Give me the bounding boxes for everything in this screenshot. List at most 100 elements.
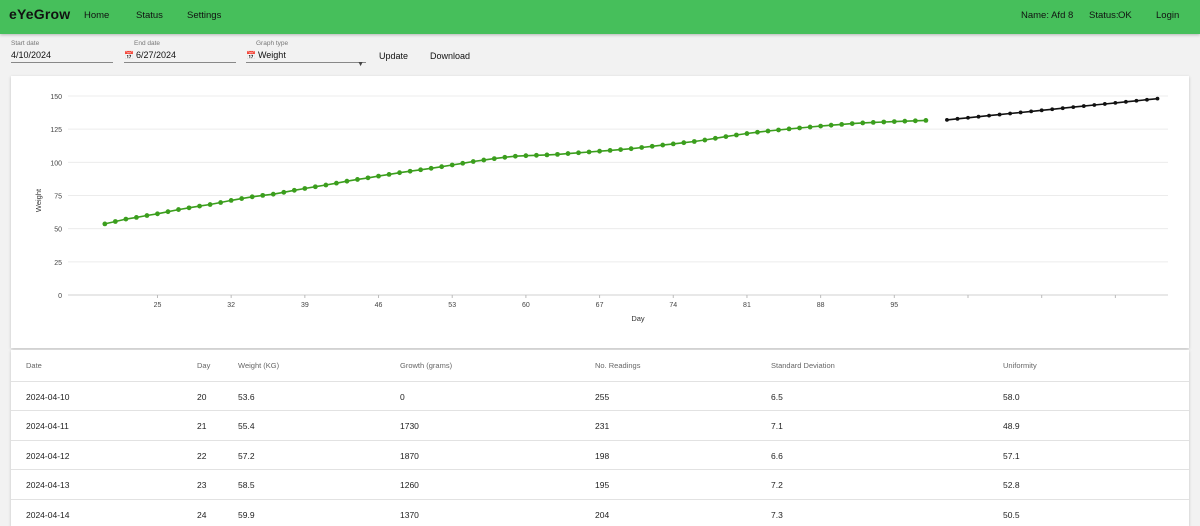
actual-weight-point xyxy=(312,184,318,190)
actual-weight-point xyxy=(502,154,508,160)
actual-weight-point xyxy=(334,180,339,186)
table-cell: 1730 xyxy=(400,421,419,432)
table-row[interactable]: 2024-04-11 21 55.4 1730 231 7.1 48.9 xyxy=(11,410,1189,441)
actual-weight-point xyxy=(681,140,687,146)
graph-type-value[interactable]: Weight xyxy=(257,50,286,60)
table-header-row: Date Day Weight (KG) Growth (grams) No. Read… xyxy=(11,350,1189,382)
farm-name-label: Name: Afd 8 xyxy=(1021,10,1074,21)
table-row[interactable]: 2024-04-10 20 53.6 0 255 6.5 58.0 xyxy=(11,381,1189,412)
actual-weight-point xyxy=(428,165,434,171)
forecast-weight-point xyxy=(976,114,981,119)
forecast-weight-point xyxy=(966,115,970,120)
actual-weight-point xyxy=(270,191,276,197)
readings-table: Date Day Weight (KG) Growth (grams) No. Read… xyxy=(11,350,1189,526)
end-date-value[interactable]: 6/27/2024 xyxy=(135,50,177,60)
actual-weight-point xyxy=(470,159,476,164)
table-row[interactable]: 2024-04-14 24 59.9 1370 204 7.3 50.5 xyxy=(11,499,1189,526)
login-button[interactable]: Login xyxy=(1156,10,1180,21)
x-tick-label: 25 xyxy=(154,302,162,309)
actual-weight-point xyxy=(849,121,855,126)
x-tick-label: 53 xyxy=(448,302,456,309)
start-date-value[interactable]: 4/10/2024 xyxy=(11,50,52,60)
actual-weight-point xyxy=(218,200,224,205)
actual-weight-point xyxy=(207,202,213,207)
actual-weight-point xyxy=(597,148,602,154)
table-cell: 53.6 xyxy=(238,392,255,402)
actual-weight-point xyxy=(618,147,624,152)
actual-weight-point xyxy=(249,194,255,200)
table-cell: 58.0 xyxy=(1003,392,1020,402)
filter-controls: Start date 4/10/2024 End date 📅 6/27/2024… xyxy=(0,34,1200,74)
table-cell: 2024-04-14 xyxy=(26,509,70,520)
table-cell: 198 xyxy=(595,450,610,461)
update-button[interactable]: Update xyxy=(379,51,409,61)
x-tick-label: 32 xyxy=(227,302,235,309)
x-tick-label: 67 xyxy=(596,302,604,309)
forecast-weight-point xyxy=(1050,107,1055,112)
actual-weight-point xyxy=(176,207,181,212)
table-row[interactable]: 2024-04-13 23 58.5 1260 195 7.2 52.8 xyxy=(11,469,1189,500)
table-cell: 1870 xyxy=(400,450,419,461)
table-cell: 2024-04-11 xyxy=(26,421,69,432)
forecast-weight-point xyxy=(1060,106,1065,111)
brand-logo[interactable]: eYeGrow xyxy=(9,6,71,22)
table-cell: 2024-04-13 xyxy=(26,480,70,491)
actual-weight-line xyxy=(104,119,926,225)
table-cell: 57.1 xyxy=(1003,450,1020,461)
actual-weight-point xyxy=(565,151,571,156)
x-tick-label: 60 xyxy=(522,302,530,309)
actual-weight-point xyxy=(912,118,918,124)
column-header: Date xyxy=(26,361,42,370)
actual-weight-point xyxy=(460,160,466,166)
actual-weight-point xyxy=(355,177,360,182)
actual-weight-point xyxy=(407,168,413,174)
actual-weight-point xyxy=(523,153,529,159)
actual-weight-point xyxy=(144,213,150,218)
actual-weight-point xyxy=(481,157,487,163)
chevron-down-icon[interactable]: ▼ xyxy=(357,61,364,68)
actual-weight-point xyxy=(102,221,108,227)
x-tick-label: 74 xyxy=(669,302,677,309)
actual-weight-point xyxy=(134,214,139,220)
actual-weight-point xyxy=(902,118,908,124)
column-header: Day xyxy=(197,361,211,370)
nav-home[interactable]: Home xyxy=(84,10,110,21)
nav-settings[interactable]: Settings xyxy=(187,10,222,21)
actual-weight-point xyxy=(365,175,371,181)
forecast-weight-point xyxy=(1123,99,1128,104)
actual-weight-point xyxy=(449,162,455,168)
forecast-weight-point xyxy=(945,117,949,122)
actual-weight-point xyxy=(628,146,634,152)
table-cell: 55.4 xyxy=(238,421,255,432)
actual-weight-point xyxy=(302,186,308,191)
actual-weight-point xyxy=(155,211,160,217)
table-cell: 2024-04-12 xyxy=(26,450,70,461)
actual-weight-point xyxy=(534,152,539,158)
end-date-field[interactable]: End date 📅 6/27/2024 xyxy=(124,40,236,63)
actual-weight-point xyxy=(807,124,813,130)
actual-weight-point xyxy=(923,118,929,123)
actual-weight-point xyxy=(776,127,781,133)
table-row[interactable]: 2024-04-12 22 57.2 1870 198 6.6 57.1 xyxy=(11,440,1189,471)
start-date-label: Start date xyxy=(11,40,40,47)
y-tick-label: 150 xyxy=(50,94,62,101)
x-tick-label: 81 xyxy=(743,302,751,309)
start-date-field[interactable]: Start date 4/10/2024 xyxy=(11,40,113,63)
end-date-label: End date xyxy=(134,40,161,47)
forecast-weight-point xyxy=(1029,109,1034,114)
actual-weight-point xyxy=(744,131,750,136)
download-button[interactable]: Download xyxy=(430,51,471,61)
forecast-weight-point xyxy=(1134,98,1139,103)
graph-type-select[interactable]: Graph type 📅 Weight ▼ xyxy=(246,40,366,68)
table-cell: 57.2 xyxy=(238,450,255,461)
calendar-icon[interactable]: 📅 xyxy=(124,51,134,60)
table-cell: 20 xyxy=(197,392,207,402)
table-cell: 0 xyxy=(400,392,405,402)
forecast-weight-point xyxy=(997,112,1002,117)
nav-status[interactable]: Status xyxy=(136,10,163,21)
actual-weight-point xyxy=(649,143,655,149)
column-header: Growth (grams) xyxy=(400,361,453,370)
table-cell: 52.8 xyxy=(1003,480,1020,491)
actual-weight-point xyxy=(228,198,234,203)
table-cell: 58.5 xyxy=(238,480,255,491)
